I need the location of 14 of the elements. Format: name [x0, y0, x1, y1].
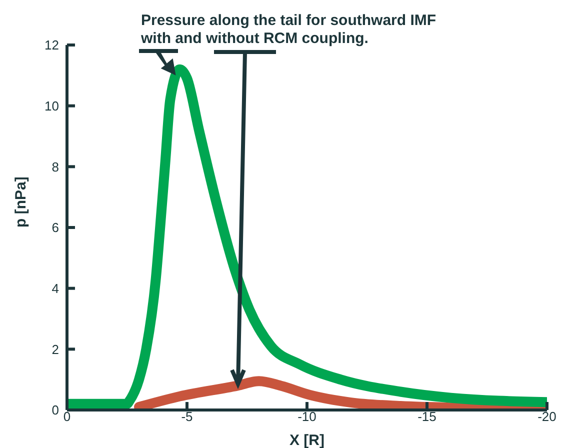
y-axis-title: p [nPa]	[12, 176, 30, 228]
x-axis-title: X [R]	[290, 432, 324, 448]
x-tick-label: -15	[418, 409, 436, 424]
x-tick-label: 0	[63, 409, 71, 424]
x-tick-label: -20	[538, 409, 556, 424]
x-tick-label: -5	[181, 409, 193, 424]
y-tick-label: 4	[52, 280, 59, 296]
y-tick-label: 2	[52, 342, 59, 357]
y-tick-label: 12	[44, 38, 59, 53]
y-tick-label: 6	[52, 220, 59, 236]
y-tick-label: 10	[44, 98, 59, 114]
x-tick-label: -10	[298, 409, 316, 424]
annotation: Pressure along the tail for southward IMF with and without RCM coupling.	[141, 12, 436, 48]
y-tick-label: 8	[52, 159, 59, 174]
